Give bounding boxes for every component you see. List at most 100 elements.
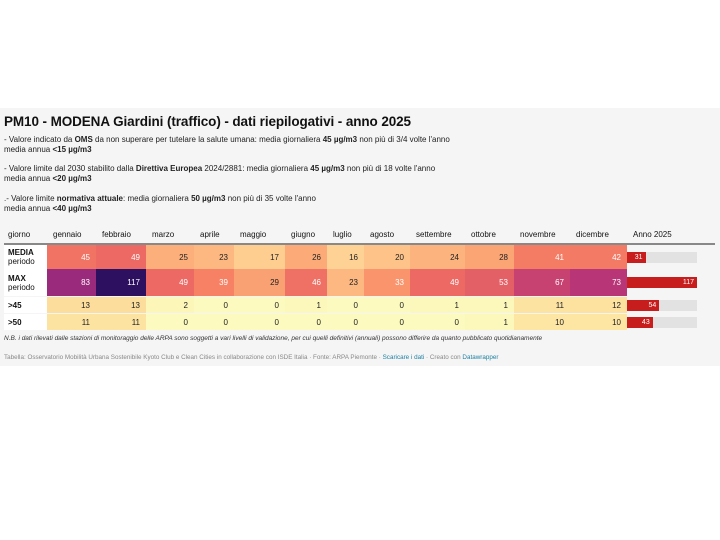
description-text: - Valore limite dal 2030 stabilito dalla (4, 164, 136, 173)
annual-bar (627, 316, 653, 328)
column-header-marzo[interactable]: marzo (146, 225, 194, 245)
heatmap-cell: 24 (410, 244, 465, 269)
column-header-dicembre[interactable]: dicembre (570, 225, 627, 245)
description-text: : media giornaliera (123, 194, 192, 203)
heatmap-cell: 11 (96, 313, 146, 330)
row-label-main: MEDIA (8, 248, 34, 257)
description-line: - Valore indicato da OMS da non superare… (4, 135, 450, 145)
description-emphasis: Direttiva Europea (135, 164, 203, 173)
annual-bar-track: 117 (627, 277, 697, 288)
heatmap-cell: 49 (146, 269, 194, 297)
chart-panel: PM10 - MODENA Giardini (traffico) - dati… (0, 108, 720, 366)
heatmap-cell: 1 (410, 296, 465, 314)
description-emphasis: normativa attuale (56, 194, 124, 203)
heatmap-cell: 0 (234, 313, 285, 330)
description-text: da non superare per tutelare la salute u… (92, 135, 323, 144)
validation-note: N.B. i dati rilevati dalle stazioni di m… (4, 335, 543, 342)
heatmap-cell: 83 (47, 269, 96, 297)
heatmap-cell: 11 (514, 296, 570, 314)
annual-bar-label: 54 (648, 301, 657, 309)
heatmap-cell: 13 (96, 296, 146, 314)
column-header-gennaio[interactable]: gennaio (47, 225, 96, 245)
heatmap-cell: 117 (96, 269, 146, 297)
column-header-giugno[interactable]: giugno (285, 225, 327, 245)
heatmap-cell: 0 (327, 296, 364, 314)
table-row: MEDIA periodo 45 49 25 23 17 26 16 20 24 28 41 42 31 (4, 244, 715, 269)
column-header-giorno[interactable]: giorno (4, 225, 47, 245)
heatmap-cell: 11 (47, 313, 96, 330)
annual-bar (627, 299, 660, 311)
description-text: media annua (4, 174, 53, 183)
heatmap-cell: 13 (47, 296, 96, 314)
heatmap-cell: 41 (514, 244, 570, 269)
heatmap-cell: 10 (570, 313, 627, 330)
column-header-aprile[interactable]: aprile (194, 225, 234, 245)
row-label-main: >45 (8, 300, 22, 310)
row-label-main: MAX (8, 273, 26, 283)
chart-title: PM10 - MODENA Giardini (traffico) - dati… (4, 114, 411, 129)
heatmap-cell: 10 (514, 313, 570, 330)
table-row: >50 11 11 0 0 0 0 0 0 0 1 10 10 43 (4, 313, 715, 330)
annual-bar-label: 117 (682, 279, 694, 286)
description-current-law: .- Valore limite normativa attuale: medi… (4, 194, 316, 214)
heatmap-cell: 2 (146, 296, 194, 314)
column-header-agosto[interactable]: agosto (364, 225, 410, 245)
column-header-novembre[interactable]: novembre (514, 225, 570, 245)
datawrapper-link[interactable]: Datawrapper (462, 354, 499, 361)
heatmap-cell: 53 (465, 269, 514, 297)
annual-bar-cell: 43 (627, 313, 715, 330)
description-line: media annua <20 µg/m3 (4, 174, 435, 184)
description-text: 2024/2881: media giornaliera (202, 164, 311, 173)
column-header-febbraio[interactable]: febbraio (96, 225, 146, 245)
heatmap-cell: 49 (96, 244, 146, 269)
description-emphasis: OMS (74, 135, 93, 144)
heatmap-cell: 0 (194, 296, 234, 314)
annual-bar-track: 31 (627, 251, 697, 263)
description-line: .- Valore limite normativa attuale: medi… (4, 194, 316, 204)
annual-bar-cell: 117 (627, 269, 715, 297)
annual-bar (627, 251, 646, 263)
heatmap-cell: 1 (465, 313, 514, 330)
header-row: giorno gennaio febbraio marzo aprile maggio g… (4, 225, 715, 245)
row-label-sub: periodo (8, 282, 35, 292)
description-emphasis: 45 µg/m3 (322, 135, 358, 144)
annual-bar-track: 54 (627, 299, 697, 311)
heatmap-cell: 49 (410, 269, 465, 297)
heatmap-cell: 0 (327, 313, 364, 330)
column-header-luglio[interactable]: luglio (327, 225, 364, 245)
column-header-ottobre[interactable]: ottobre (465, 225, 514, 245)
heatmap-cell: 23 (194, 244, 234, 269)
heatmap-cell: 42 (570, 244, 627, 269)
heatmap-cell: 16 (327, 244, 364, 269)
heatmap-cell: 20 (364, 244, 410, 269)
description-emphasis: 50 µg/m3 (191, 194, 226, 203)
description-text: media annua (4, 204, 53, 213)
annual-bar-label: 43 (641, 318, 650, 326)
row-label: MAX periodo (4, 269, 47, 297)
heatmap-cell: 45 (47, 244, 96, 269)
column-header-annual[interactable]: Anno 2025 (627, 225, 715, 245)
heatmap-cell: 28 (465, 244, 514, 269)
description-emphasis: <40 µg/m3 (52, 204, 92, 213)
description-text: non più di 18 volte l'anno (344, 164, 436, 173)
column-header-maggio[interactable]: maggio (234, 225, 285, 245)
description-text: media annua (4, 145, 53, 154)
description-line: media annua <15 µg/m3 (4, 145, 450, 155)
heatmap-cell: 33 (364, 269, 410, 297)
description-text: - Valore indicato da (4, 135, 75, 144)
table-row: MAX periodo 83 117 49 39 29 46 23 33 49 53 67 73 117 (4, 269, 715, 297)
description-line: media annua <40 µg/m3 (4, 204, 316, 214)
heatmap-cell: 67 (514, 269, 570, 297)
column-header-settembre[interactable]: settembre (410, 225, 465, 245)
annual-bar (627, 277, 697, 288)
heatmap-cell: 0 (364, 296, 410, 314)
table-row: >45 13 13 2 0 0 1 0 0 1 1 11 12 54 (4, 296, 715, 314)
heatmap-cell: 0 (410, 313, 465, 330)
download-data-link[interactable]: Scaricare i dati (382, 354, 425, 361)
row-label: >50 (4, 313, 47, 330)
annual-bar-cell: 54 (627, 296, 715, 314)
description-text: non più di 35 volte l'anno (225, 194, 316, 203)
footer-created-with: · Creato con (424, 354, 463, 361)
annual-bar-cell: 31 (627, 244, 715, 269)
annual-bar-track: 43 (627, 316, 697, 328)
